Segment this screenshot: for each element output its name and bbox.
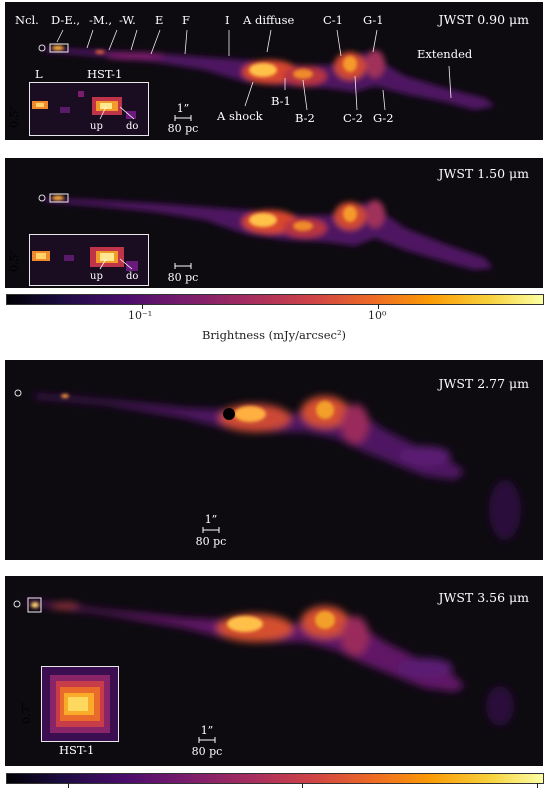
label-f: F (182, 13, 190, 27)
inset-label-hst1: HST-1 (59, 743, 95, 757)
inset-size-label: 0.5″ (8, 106, 21, 128)
colorbar-tick-label: 10⁰ (368, 309, 387, 322)
panel-277um: JWST 2.77 μm 1” 80 pc (5, 360, 543, 560)
label-a-shock: A shock (217, 109, 263, 123)
panel-090um: JWST 0.90 μm Ncl. D-E., -M., -W. E F I A… (5, 2, 543, 140)
jet-image-090 (38, 29, 495, 121)
colorbar (6, 773, 544, 784)
colorbar-tick-label: 10⁻¹ (128, 309, 153, 322)
colorbar-tick (68, 783, 69, 788)
label-c1: C-1 (323, 13, 344, 27)
label-e: E (155, 13, 164, 27)
inset-label-do: do (126, 271, 139, 282)
inset-label-do: do (126, 121, 139, 132)
jet-image-277 (14, 389, 521, 540)
inset-zoom-150: up do (29, 234, 149, 286)
jet-image-356 (13, 597, 514, 743)
inset-label-up: up (90, 271, 103, 282)
colorbar (6, 294, 544, 305)
inset-size-label: 0.7″ (20, 702, 33, 724)
scalebar-angle: 1” (200, 724, 214, 737)
inset-label-l: L (35, 67, 43, 81)
label-d-e: D-E., (51, 13, 81, 27)
label-i: I (225, 13, 230, 27)
scalebar-length: 80 pc (191, 745, 223, 758)
colorbar-tick (142, 304, 143, 309)
inset-label-up: up (90, 121, 103, 132)
label-c2: C-2 (343, 111, 364, 125)
inset-label-hst1: HST-1 (87, 67, 123, 81)
colorbar-tick (302, 783, 303, 788)
panel-title: JWST 1.50 μm (438, 166, 529, 181)
colorbar-tick (537, 783, 538, 788)
inset-zoom-090: up do (29, 82, 149, 136)
scalebar-angle: 1” (176, 102, 190, 115)
label-ncl: Ncl. (15, 13, 39, 27)
label-d-m: -M., (89, 13, 112, 27)
panel-356um: JWST 3.56 μm 1” 80 pc HST-1 (5, 576, 543, 766)
label-g2: G-2 (373, 111, 394, 125)
colorbar-label: Brightness (mJy/arcsec²) (201, 328, 347, 342)
jet-image-150 (38, 193, 493, 270)
inset-zoom-356 (41, 666, 119, 742)
panel-title: JWST 3.56 μm (438, 590, 529, 605)
scalebar-length: 80 pc (167, 122, 199, 135)
panel-title: JWST 2.77 μm (438, 376, 529, 391)
label-g1: G-1 (363, 13, 384, 27)
label-extended: Extended (417, 47, 473, 61)
label-b2: B-2 (295, 111, 315, 125)
label-b1: B-1 (271, 94, 291, 108)
panel-150um: JWST 1.50 μm 80 pc up do (5, 158, 543, 288)
colorbar-tick (378, 304, 379, 309)
scalebar-length: 80 pc (167, 271, 199, 284)
label-a-diffuse: A diffuse (243, 13, 295, 27)
label-d-w: -W. (119, 13, 136, 27)
inset-size-label: 0.5″ (8, 250, 21, 272)
scalebar-length: 80 pc (195, 535, 227, 548)
panel-title: JWST 0.90 μm (438, 12, 529, 27)
scalebar-angle: 1” (204, 513, 218, 526)
